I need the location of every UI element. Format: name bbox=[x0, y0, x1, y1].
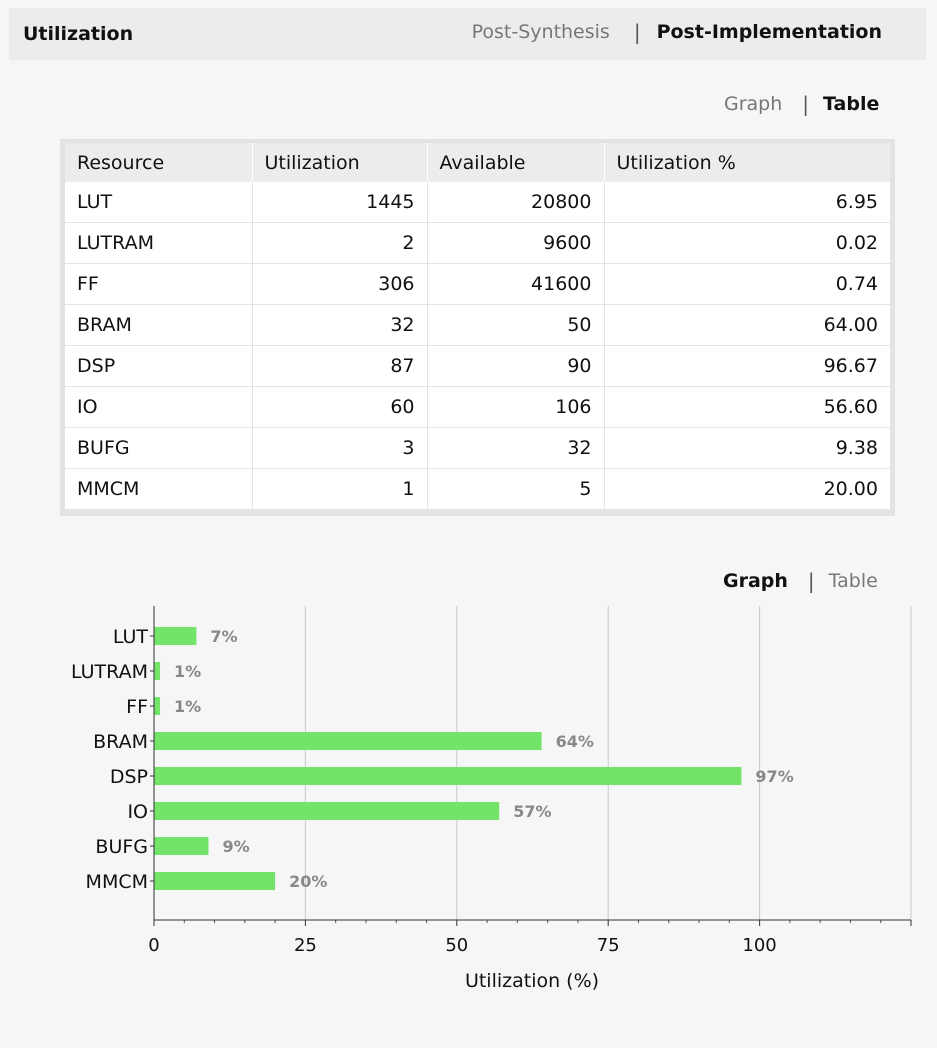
table-row[interactable]: MMCM 1 5 20.00 bbox=[65, 468, 890, 509]
bar-bufg[interactable] bbox=[154, 837, 209, 855]
bar-ff[interactable] bbox=[154, 697, 161, 715]
x-tick-label: 75 bbox=[597, 935, 620, 956]
graph-view-toggle: Graph | Table bbox=[723, 569, 878, 593]
toggle-separator: | bbox=[807, 569, 815, 593]
cell-utilization: 87 bbox=[252, 345, 428, 387]
cell-utilization-percent: 20.00 bbox=[823, 478, 878, 500]
cell-utilization-percent: 9.38 bbox=[604, 427, 890, 469]
cell-utilization: 3 bbox=[252, 427, 428, 469]
y-tick-label: BRAM bbox=[93, 731, 148, 753]
chart-gridlines bbox=[304, 606, 912, 920]
bar-dsp[interactable] bbox=[154, 767, 742, 785]
stage-tabs: Post-Synthesis | Post-Implementation bbox=[472, 20, 882, 44]
cell-available: 5 bbox=[427, 468, 605, 509]
data-label: 1% bbox=[174, 697, 201, 716]
data-label: 57% bbox=[513, 802, 551, 821]
cell-available: 20800 bbox=[427, 182, 605, 223]
y-tick-label: LUTRAM bbox=[71, 661, 148, 683]
cell-utilization-percent: 6.95 bbox=[604, 182, 890, 223]
x-tick-label: 100 bbox=[742, 935, 776, 956]
cell-utilization-percent: 0.02 bbox=[604, 222, 890, 264]
table-row[interactable]: BRAM 32 50 64.00 bbox=[65, 304, 890, 346]
toggle-separator: | bbox=[802, 92, 810, 116]
table-row[interactable]: DSP 87 90 96.67 bbox=[65, 345, 890, 387]
cell-utilization: 32 bbox=[252, 304, 428, 346]
table-row[interactable]: LUTRAM 2 9600 0.02 bbox=[65, 222, 890, 264]
y-tick-label: DSP bbox=[110, 766, 148, 788]
data-label: 97% bbox=[755, 767, 793, 786]
cell-available: 106 bbox=[427, 386, 605, 428]
bar-mmcm[interactable] bbox=[154, 872, 276, 890]
column-header-available[interactable]: Available bbox=[427, 143, 605, 182]
tab-separator: | bbox=[633, 20, 641, 44]
table-toggle-link[interactable]: Table bbox=[823, 93, 880, 115]
tab-post-synthesis[interactable]: Post-Synthesis bbox=[471, 21, 610, 43]
cell-available: 32 bbox=[427, 427, 605, 469]
cell-resource: LUT bbox=[65, 182, 253, 223]
cell-utilization: 306 bbox=[252, 263, 428, 305]
cell-resource: DSP bbox=[65, 345, 253, 387]
data-label: 7% bbox=[210, 627, 237, 646]
cell-available: 41600 bbox=[427, 263, 605, 305]
column-header-utilization[interactable]: Utilization bbox=[252, 143, 428, 182]
x-tick-label: 0 bbox=[148, 935, 159, 956]
data-label: 9% bbox=[223, 837, 250, 856]
bar-lut[interactable] bbox=[154, 627, 197, 645]
y-tick-label: MMCM bbox=[86, 871, 148, 893]
cell-available: 90 bbox=[427, 345, 605, 387]
utilization-table-container: Resource Utilization Available Utilizati… bbox=[60, 139, 895, 516]
x-tick-label: 25 bbox=[294, 935, 317, 956]
column-header-utilization-percent[interactable]: Utilization % bbox=[604, 143, 890, 182]
data-label: 1% bbox=[174, 662, 201, 681]
table-toggle-link[interactable]: Table bbox=[828, 570, 878, 592]
y-tick-label: LUT bbox=[113, 626, 149, 648]
data-label: 64% bbox=[556, 732, 594, 751]
y-tick-label: FF bbox=[126, 696, 148, 718]
table-row[interactable]: FF 306 41600 0.74 bbox=[65, 263, 890, 305]
x-tick-label: 50 bbox=[445, 935, 468, 956]
cell-available: 50 bbox=[427, 304, 605, 346]
bar-bram[interactable] bbox=[154, 732, 542, 750]
cell-available: 9600 bbox=[427, 222, 605, 264]
utilization-table: Resource Utilization Available Utilizati… bbox=[65, 143, 890, 509]
utilization-header: Utilization Post-Synthesis | Post-Implem… bbox=[9, 8, 926, 60]
cell-utilization-percent: 96.67 bbox=[604, 345, 890, 387]
y-tick-label: BUFG bbox=[95, 836, 148, 858]
cell-utilization: 1 bbox=[252, 468, 428, 509]
cell-resource: IO bbox=[65, 386, 253, 428]
table-row[interactable]: LUT 1445 20800 6.95 bbox=[65, 182, 890, 223]
graph-toggle-link[interactable]: Graph bbox=[723, 570, 788, 592]
cell-resource: BRAM bbox=[65, 304, 253, 346]
cell-utilization: 1445 bbox=[252, 182, 428, 223]
cell-resource: MMCM bbox=[65, 468, 253, 509]
y-tick-label: IO bbox=[127, 801, 148, 823]
chart-axes bbox=[150, 606, 912, 926]
cell-utilization-percent: 56.60 bbox=[604, 386, 890, 428]
cell-utilization: 2 bbox=[252, 222, 428, 264]
bar-io[interactable] bbox=[154, 802, 500, 820]
table-view-toggle: Graph | Table bbox=[724, 92, 879, 116]
data-label: 20% bbox=[289, 872, 327, 891]
x-axis-label: Utilization (%) bbox=[465, 970, 599, 992]
cell-resource: BUFG bbox=[65, 427, 253, 469]
cell-resource: LUTRAM bbox=[65, 222, 253, 264]
cell-resource: FF bbox=[65, 263, 253, 305]
tab-post-implementation[interactable]: Post-Implementation bbox=[656, 21, 882, 43]
graph-toggle-link[interactable]: Graph bbox=[724, 93, 783, 115]
table-row[interactable]: BUFG 3 32 9.38 bbox=[65, 427, 890, 469]
bar-lutram[interactable] bbox=[154, 662, 161, 680]
cell-utilization: 60 bbox=[252, 386, 428, 428]
chart-labels: 0 25 50 75 100 LUT 7% LUTRAM 1% FF 1% BRAM 64% DSP 97%… bbox=[71, 626, 794, 956]
chart-bars bbox=[154, 627, 742, 890]
table-header-row: Resource Utilization Available Utilizati… bbox=[65, 143, 890, 182]
cell-utilization-percent: 64.00 bbox=[604, 304, 890, 346]
page-title: Utilization bbox=[23, 23, 134, 45]
column-header-resource[interactable]: Resource bbox=[65, 143, 253, 182]
table-row[interactable]: IO 60 106 56.60 bbox=[65, 386, 890, 428]
cell-utilization-percent: 0.74 bbox=[604, 263, 890, 305]
